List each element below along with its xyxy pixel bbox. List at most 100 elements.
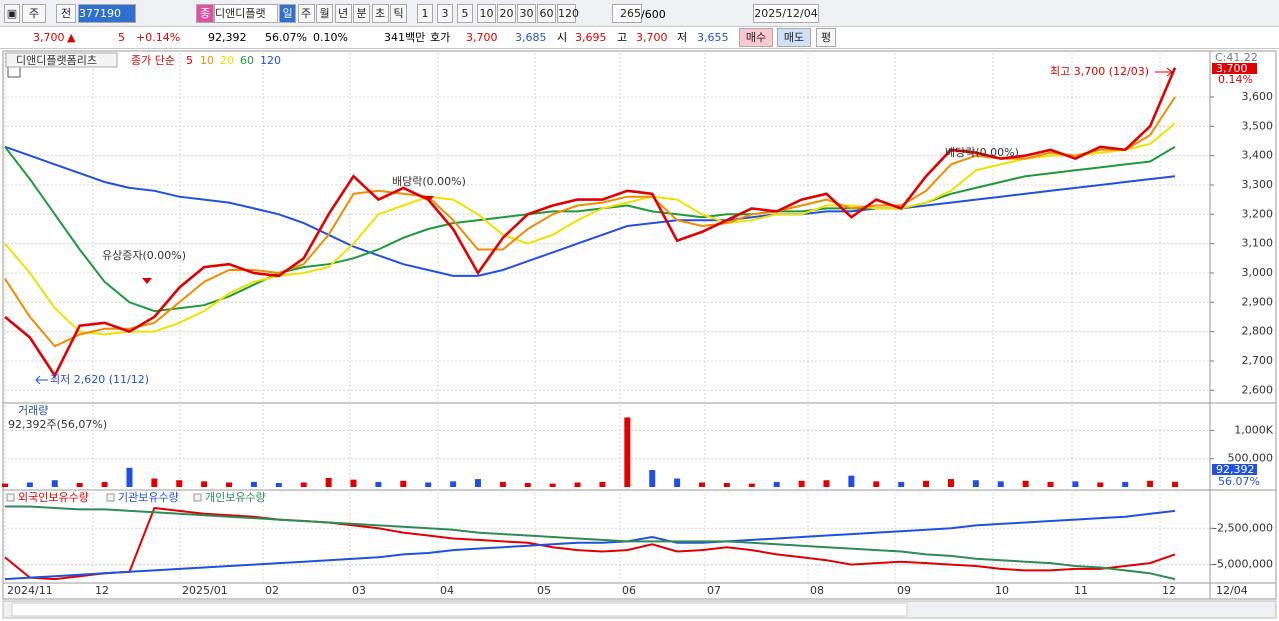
legend-entry: 10 bbox=[200, 54, 214, 67]
volume-bar bbox=[350, 479, 357, 487]
ask: 3,700 bbox=[466, 31, 498, 44]
y-tick-label: 2,600 bbox=[1242, 383, 1274, 396]
volume-bar bbox=[848, 475, 855, 487]
volume-bar bbox=[425, 482, 432, 487]
count-button[interactable]: 3 bbox=[437, 4, 453, 23]
count-button[interactable]: 5 bbox=[457, 4, 473, 23]
x-end-label: 12/04 bbox=[1216, 584, 1248, 597]
series-line bbox=[4, 122, 1176, 336]
volume: 92,392 bbox=[208, 31, 247, 44]
y-tick-label: 3,500 bbox=[1242, 119, 1274, 132]
annotation: 최고 3,700 (12/03) bbox=[1050, 65, 1149, 78]
y-tick-label: -2,500,000 bbox=[1213, 521, 1273, 534]
stock-name: 디앤디플랫 bbox=[214, 4, 278, 23]
volume-bar bbox=[699, 482, 706, 487]
volume-bar bbox=[2, 483, 8, 487]
volume-bar bbox=[1172, 481, 1178, 487]
annotation: 배당락(0.00%) bbox=[945, 146, 1019, 159]
count-button[interactable]: 10 bbox=[477, 4, 496, 23]
x-tick-label: 10 bbox=[995, 584, 1009, 597]
volume-bar bbox=[674, 478, 681, 487]
series-line bbox=[4, 506, 1176, 581]
count-button[interactable]: 120 bbox=[557, 4, 579, 23]
volume-bar bbox=[1147, 480, 1154, 487]
x-tick-label: 04 bbox=[440, 584, 454, 597]
scroll-thumb[interactable] bbox=[11, 602, 908, 617]
legend-swatch bbox=[6, 493, 15, 502]
interval-button[interactable]: 분 bbox=[353, 4, 370, 23]
bar-max: /600 bbox=[641, 8, 666, 21]
legend-swatch bbox=[106, 493, 115, 502]
x-tick-label: 02 bbox=[265, 584, 279, 597]
interval-button[interactable]: 틱 bbox=[390, 4, 407, 23]
volume-bar bbox=[723, 483, 730, 487]
volume-bar bbox=[574, 482, 581, 487]
x-tick-label: 06 bbox=[622, 584, 636, 597]
interval-button[interactable]: 년 bbox=[334, 4, 352, 23]
volume-bar bbox=[923, 480, 930, 487]
y-tick-label: 3,000 bbox=[1242, 266, 1274, 279]
volume-bar bbox=[51, 480, 58, 487]
series-line bbox=[5, 505, 1176, 581]
x-tick-label: 05 bbox=[537, 584, 551, 597]
legend-entry: 20 bbox=[220, 54, 234, 67]
interval-button[interactable]: 일 bbox=[279, 4, 296, 23]
volume-bar bbox=[748, 483, 755, 487]
title-box bbox=[5, 52, 118, 68]
table-icon[interactable] bbox=[7, 65, 21, 78]
volume-bar bbox=[798, 480, 805, 487]
prev-button[interactable]: 전 bbox=[56, 4, 76, 23]
menu-button[interactable]: ▣ bbox=[4, 4, 20, 23]
date-input[interactable]: 2025/12/04 bbox=[753, 4, 819, 23]
panel-title: 거래량 bbox=[18, 404, 48, 417]
y-tick-label: 1,000K bbox=[1234, 423, 1273, 436]
low-label: 저 bbox=[677, 31, 688, 44]
volume-bar bbox=[1072, 481, 1079, 487]
annotation: 최저 2,620 (11/12) bbox=[50, 373, 149, 386]
sell-button[interactable]: 매도 bbox=[777, 28, 811, 47]
frame bbox=[2, 50, 1277, 600]
volume-bar bbox=[997, 481, 1004, 487]
buy-button[interactable]: 매수 bbox=[739, 28, 773, 47]
volume-bar bbox=[599, 481, 606, 487]
x-tick-label: 09 bbox=[897, 584, 911, 597]
legend-entry: 60 bbox=[240, 54, 254, 67]
code-input[interactable]: 377190 bbox=[78, 4, 136, 23]
bid: 3,685 bbox=[515, 31, 547, 44]
market-select[interactable]: 주 bbox=[22, 4, 46, 23]
volume-bar bbox=[1047, 481, 1054, 487]
x-tick-label: 12 bbox=[95, 584, 109, 597]
volume-bar bbox=[151, 478, 158, 487]
panel-subtitle: 92,392주(56,07%) bbox=[8, 418, 107, 431]
bar-count[interactable]: 265 bbox=[612, 4, 642, 23]
y-tick-label: 3,200 bbox=[1242, 207, 1274, 220]
annotation: 유상증자(0.00%) bbox=[102, 249, 186, 262]
avg-button[interactable]: 평 bbox=[816, 28, 836, 47]
hoga-label: 호가 bbox=[430, 31, 451, 44]
y-tick-label: 3,100 bbox=[1242, 237, 1274, 250]
last-box bbox=[1212, 464, 1257, 475]
volume-bar bbox=[400, 480, 407, 487]
legend-entry: 120 bbox=[260, 54, 281, 67]
legend-entry: 5 bbox=[186, 54, 193, 67]
legend-entry: 개인보유수량 bbox=[205, 491, 266, 504]
count-button[interactable]: 60 bbox=[537, 4, 556, 23]
volume-bar bbox=[624, 417, 631, 487]
series-line bbox=[4, 96, 1176, 348]
volume-bar bbox=[1122, 481, 1129, 487]
volume-bar bbox=[972, 480, 979, 487]
series-line bbox=[4, 145, 1176, 313]
count-button[interactable]: 30 bbox=[517, 4, 536, 23]
interval-button[interactable]: 주 bbox=[297, 4, 315, 23]
count-button[interactable]: 1 bbox=[417, 4, 433, 23]
interval-button[interactable]: 월 bbox=[316, 4, 333, 23]
event-marker bbox=[142, 278, 152, 284]
y-tick-label: 500,000 bbox=[1228, 452, 1274, 465]
interval-button[interactable]: 초 bbox=[371, 4, 389, 23]
volume-bar bbox=[26, 482, 33, 487]
count-button[interactable]: 20 bbox=[497, 4, 516, 23]
high-label: 고 bbox=[617, 31, 628, 44]
y-tick-label: 2,700 bbox=[1242, 354, 1274, 367]
change-pct: +0.14% bbox=[136, 31, 181, 44]
